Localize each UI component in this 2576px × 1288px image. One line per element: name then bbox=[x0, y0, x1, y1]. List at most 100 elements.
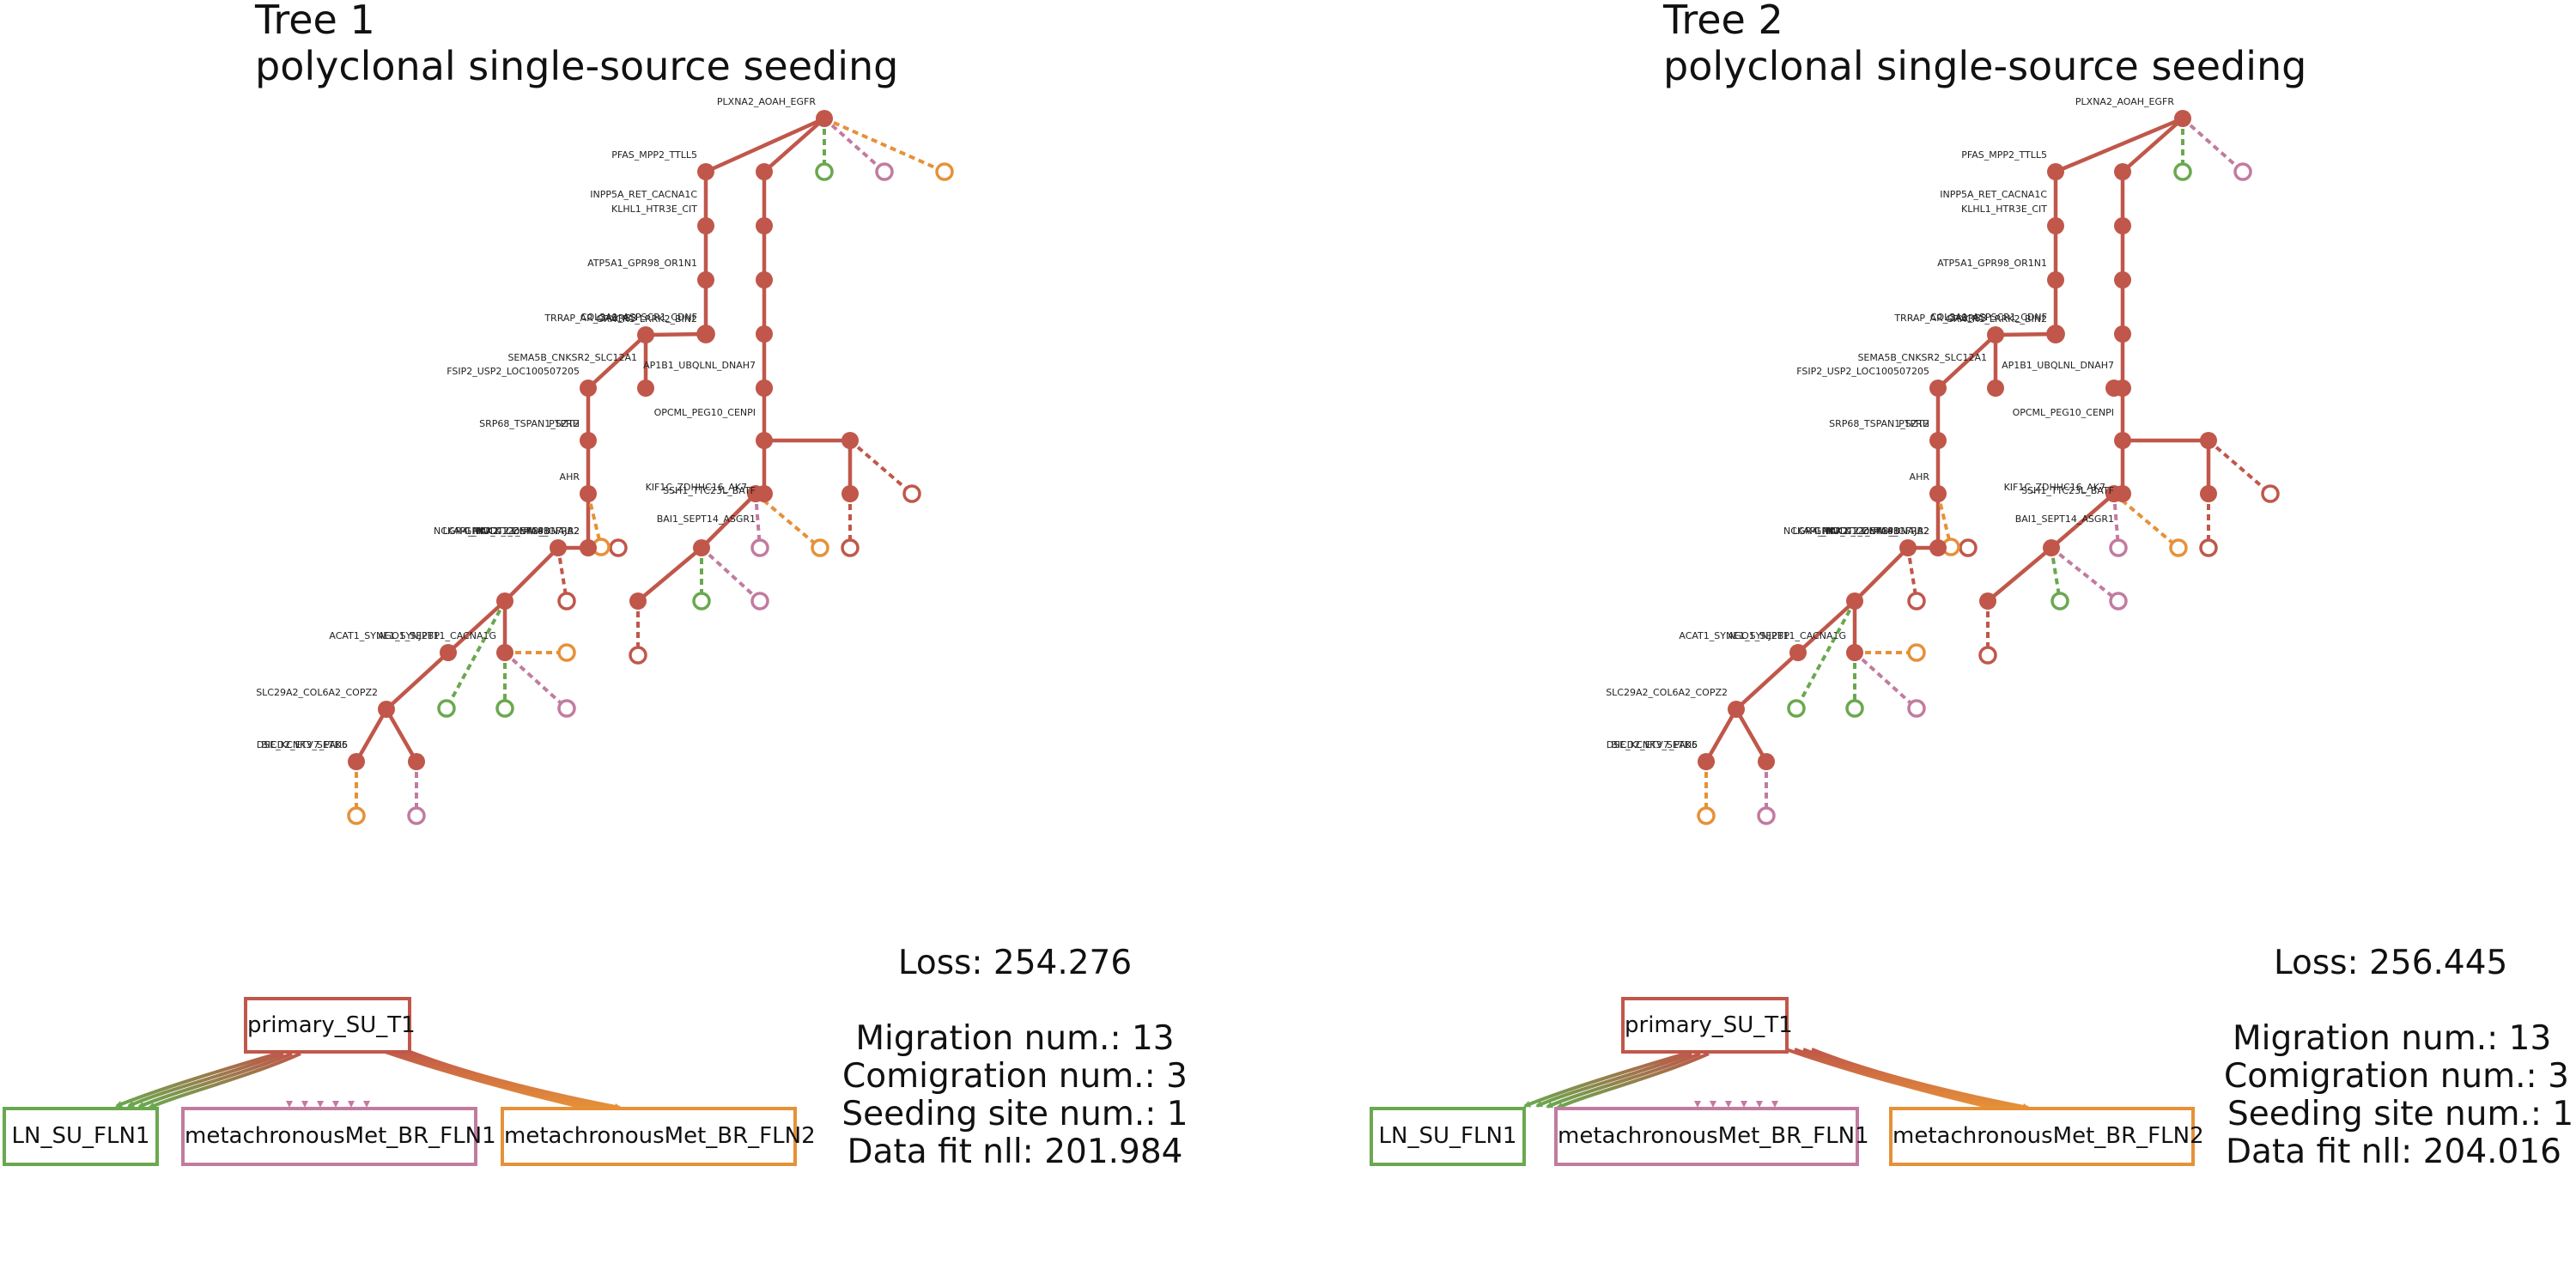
tree-node bbox=[841, 485, 859, 502]
tree-node bbox=[378, 701, 395, 718]
mutation-label: OPCML_PEG10_CENPI bbox=[2013, 407, 2114, 418]
tree-node bbox=[348, 753, 365, 770]
mutation-label: OPCML_PEG10_CENPI bbox=[654, 407, 756, 418]
leaf-node bbox=[1959, 538, 1978, 557]
mutation-label: AP1B1_UBQLNL_DNAH7 bbox=[2002, 360, 2114, 371]
mutation-label: PTPRH bbox=[1899, 418, 1929, 429]
tree-node bbox=[2114, 217, 2131, 234]
tree-edge bbox=[1986, 546, 2053, 603]
leaf-node bbox=[437, 699, 456, 718]
mutation-label: BAI1_SEPT14_ASGR1 bbox=[2015, 513, 2114, 525]
leaf-edge bbox=[2050, 546, 2120, 603]
mutation-label: GRK7_C12orf43_DNAJB2 bbox=[465, 526, 580, 537]
migration-edge bbox=[386, 1048, 598, 1110]
tree-node bbox=[2043, 539, 2060, 556]
ln-site-node: LN_SU_FLN1 bbox=[1370, 1107, 1526, 1166]
tree-node bbox=[496, 592, 513, 610]
tree-node bbox=[1758, 753, 1775, 770]
comigration-num: Comigration num.: 3 bbox=[842, 1057, 1188, 1096]
tree-edge bbox=[1936, 333, 1997, 390]
mutation-label: COL3A1_ASPSCR1_CDNF bbox=[1930, 312, 2047, 323]
tree-node bbox=[2047, 325, 2064, 343]
mutation-label: PNCK_COL4A6_GFRA2 bbox=[476, 526, 580, 537]
tree-node bbox=[550, 539, 567, 556]
leaf-node bbox=[2173, 162, 2192, 181]
mutation-label: SSH1_TTC23L_BATF bbox=[2021, 485, 2114, 496]
tree-node bbox=[637, 380, 654, 397]
tree-edge bbox=[355, 708, 388, 763]
tree-edge bbox=[2055, 116, 2184, 174]
tree-edge bbox=[1796, 599, 1856, 654]
mutation-label: TRRAP_AR_GABRB3 bbox=[544, 313, 637, 324]
tree-node bbox=[2047, 271, 2064, 289]
seeding-site-num: Seeding site num.: 1 bbox=[841, 1095, 1188, 1133]
migration-edge bbox=[115, 1048, 293, 1108]
mutation-label: PFAS_MPP2_TTLL5 bbox=[1961, 149, 2047, 161]
leaf-node bbox=[750, 592, 769, 611]
br1-site-node: metachronousMet_BR_FLN1 bbox=[1554, 1107, 1869, 1166]
leaf-node bbox=[1757, 806, 1776, 825]
leaf-node bbox=[609, 538, 628, 557]
tree-node bbox=[2105, 380, 2123, 397]
migration-graph bbox=[1523, 1048, 2030, 1110]
tree-edge bbox=[645, 331, 707, 337]
leaf-edge bbox=[823, 117, 945, 173]
mutation-label: SRP68_TSPAN1_SZT2 bbox=[1829, 418, 1929, 429]
migration-edge bbox=[1556, 1052, 1710, 1109]
leaf-node bbox=[2050, 592, 2069, 611]
leaf-node bbox=[495, 699, 514, 718]
mutation-label: INPP5A_RET_CACNA1C bbox=[1940, 189, 2047, 200]
mutation-label: KLHL1_HTR3E_CIT bbox=[611, 204, 697, 215]
loss-value: Loss: 256.445 bbox=[2274, 945, 2508, 982]
mutation-label: SEMA5B_CNKSR2_SLC12A1 bbox=[507, 352, 637, 363]
clone-tree: PLXNA2_AOAH_EGFR PFAS_MPP2_TTLL5 INPP5A_RE… bbox=[1606, 96, 2280, 825]
mutation-label: NCKAP1_NUDT21_SYCP1 bbox=[1783, 526, 1899, 537]
mutation-label: TRRAP_AR_GABRB3 bbox=[1893, 313, 1987, 324]
leaf-edge bbox=[2112, 492, 2180, 550]
leaf-node bbox=[557, 592, 576, 611]
migration-edge bbox=[1811, 1048, 2030, 1110]
mutation-label: AHR bbox=[1910, 471, 1930, 483]
tree-node bbox=[580, 432, 597, 449]
leaf-node bbox=[1978, 646, 1997, 665]
migration-edge bbox=[127, 1052, 284, 1108]
mutation-label: BAI1_SEPT14_ASGR1 bbox=[657, 513, 756, 525]
tree-edge bbox=[447, 599, 507, 654]
tree-node bbox=[2114, 325, 2131, 343]
tree-title: Tree 1 bbox=[255, 0, 375, 43]
primary-site-node: primary_SU_T1 bbox=[244, 997, 416, 1054]
mutation-label: FSIP2_USP2_LOC100507205 bbox=[1796, 366, 1929, 377]
tree-node bbox=[1987, 326, 2004, 343]
tree-node bbox=[2105, 485, 2123, 502]
tree-node bbox=[2047, 163, 2064, 180]
tree-edge bbox=[1735, 651, 1800, 711]
leaf-node bbox=[935, 162, 954, 181]
tree-node bbox=[756, 163, 773, 180]
mutation-label: KIF1C_ZDHHC16_AK7 bbox=[2004, 482, 2105, 493]
tree-node bbox=[841, 432, 859, 449]
mutation-label: NCKAP1_NUDT21_SYCP1 bbox=[434, 526, 550, 537]
tree-node bbox=[2200, 432, 2217, 449]
tree-node bbox=[2114, 271, 2131, 289]
mutation-label: AP1B1_UBQLNL_DNAH7 bbox=[643, 360, 756, 371]
leaf-node bbox=[815, 162, 834, 181]
leaf-node bbox=[750, 538, 769, 557]
migration-edge bbox=[1523, 1048, 1701, 1108]
tree-node bbox=[2114, 163, 2131, 180]
mutation-label: GRXCR1_LRRK2_BIN2 bbox=[1946, 313, 2047, 325]
mutation-label: COL3A1_ASPSCR1_CDNF bbox=[580, 312, 697, 323]
migration-edge bbox=[394, 1048, 610, 1110]
mutation-label: PTPRH bbox=[549, 418, 580, 429]
leaf-node bbox=[1907, 592, 1926, 611]
br2-site-node: metachronousMet_BR_FLN2 bbox=[1889, 1107, 2204, 1166]
tree-node bbox=[693, 539, 710, 556]
tree-node bbox=[440, 644, 457, 661]
mutation-label: GRXCR1_LRRK2_BIN2 bbox=[596, 313, 697, 325]
tree-title: Tree 2 bbox=[1663, 0, 1783, 43]
tree-node bbox=[697, 325, 714, 343]
tree-edge bbox=[2050, 492, 2116, 550]
tree-node bbox=[580, 485, 597, 502]
tree-node bbox=[629, 592, 647, 610]
tree-node bbox=[697, 217, 714, 234]
mutation-label: ATP5A1_GPR98_OR1N1 bbox=[1937, 258, 2047, 269]
